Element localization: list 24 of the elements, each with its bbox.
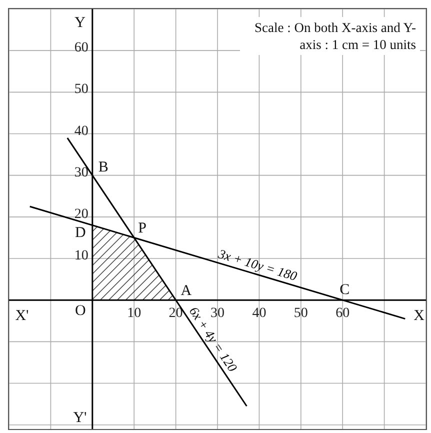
annotation: B [98, 159, 108, 176]
y-tick-label: 40 [74, 124, 88, 139]
y-tick-label: 50 [74, 82, 88, 98]
x-tick-label: 20 [168, 306, 183, 322]
annotation: D [74, 225, 86, 242]
annotation: Y' [73, 410, 88, 426]
annotation: Scale : On both X-axis and Y-axis : 1 cm = 10 units [240, 17, 420, 55]
annotation: C [340, 282, 350, 298]
x-tick-label: 40 [252, 306, 266, 322]
y-tick-label: 30 [74, 165, 88, 180]
x-tick-label: 50 [294, 306, 308, 322]
x-tick-label: 60 [336, 306, 350, 322]
x-tick-label: 10 [127, 306, 142, 322]
annotation: X [414, 308, 425, 324]
annotation: A [180, 283, 192, 300]
text: 3x + 10y = 180 [216, 246, 300, 284]
annotation: O [74, 303, 86, 320]
annotation: P [138, 220, 146, 237]
annotation: X' [15, 308, 30, 324]
x-tick-label: 30 [210, 306, 224, 322]
annotation: Y [74, 15, 86, 31]
y-tick-label: 10 [74, 248, 88, 264]
y-tick-label: 20 [74, 206, 88, 222]
y-tick-label: 60 [74, 40, 88, 56]
